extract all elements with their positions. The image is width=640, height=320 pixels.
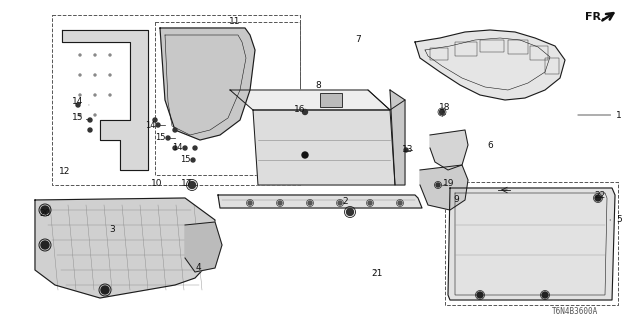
- Polygon shape: [448, 188, 615, 300]
- Bar: [545, 58, 559, 74]
- Circle shape: [109, 74, 111, 76]
- Bar: [455, 42, 477, 56]
- Text: 18: 18: [438, 103, 450, 113]
- Text: 14: 14: [145, 121, 156, 130]
- Text: 2: 2: [342, 197, 348, 206]
- Circle shape: [595, 195, 601, 201]
- Text: 14: 14: [72, 98, 89, 107]
- Text: 4: 4: [195, 263, 201, 273]
- Text: 12: 12: [60, 167, 70, 177]
- Circle shape: [440, 109, 445, 115]
- Polygon shape: [253, 110, 395, 185]
- Circle shape: [308, 201, 312, 205]
- Text: 15: 15: [180, 156, 190, 164]
- Circle shape: [88, 128, 92, 132]
- Circle shape: [302, 152, 308, 158]
- Polygon shape: [160, 28, 255, 140]
- Circle shape: [109, 54, 111, 56]
- Circle shape: [248, 201, 252, 205]
- Circle shape: [94, 114, 96, 116]
- Text: 19: 19: [442, 179, 454, 188]
- Circle shape: [94, 54, 96, 56]
- Text: 17: 17: [181, 179, 193, 188]
- Circle shape: [477, 292, 483, 298]
- Circle shape: [189, 181, 195, 188]
- Circle shape: [368, 201, 372, 205]
- Polygon shape: [415, 30, 565, 100]
- Text: 20: 20: [39, 209, 51, 218]
- Text: T6N4B3600A: T6N4B3600A: [552, 308, 598, 316]
- Text: 1: 1: [578, 110, 622, 119]
- Circle shape: [166, 136, 170, 140]
- Bar: [430, 48, 448, 60]
- Text: 10: 10: [151, 179, 163, 188]
- Circle shape: [173, 128, 177, 132]
- Text: 3: 3: [109, 226, 115, 235]
- Text: 15: 15: [155, 133, 165, 142]
- Polygon shape: [62, 30, 148, 170]
- Circle shape: [79, 94, 81, 96]
- Text: 7: 7: [355, 35, 361, 44]
- Bar: [480, 40, 504, 52]
- Circle shape: [94, 74, 96, 76]
- Circle shape: [278, 201, 282, 205]
- Text: 16: 16: [294, 106, 306, 115]
- Circle shape: [303, 109, 307, 115]
- Polygon shape: [390, 90, 405, 185]
- Circle shape: [346, 209, 353, 215]
- Polygon shape: [35, 198, 215, 298]
- Circle shape: [542, 292, 548, 298]
- Circle shape: [153, 118, 157, 122]
- Circle shape: [79, 54, 81, 56]
- Circle shape: [193, 146, 197, 150]
- Circle shape: [88, 118, 92, 122]
- Circle shape: [79, 74, 81, 76]
- Text: 6: 6: [487, 141, 493, 150]
- Text: 21: 21: [372, 268, 383, 277]
- Circle shape: [183, 146, 187, 150]
- Text: 9: 9: [453, 196, 459, 204]
- Circle shape: [109, 94, 111, 96]
- Circle shape: [94, 94, 96, 96]
- Text: 13: 13: [401, 146, 413, 155]
- Circle shape: [173, 146, 177, 150]
- Polygon shape: [420, 165, 468, 210]
- Circle shape: [76, 103, 80, 107]
- Circle shape: [338, 201, 342, 205]
- Circle shape: [41, 206, 49, 214]
- Circle shape: [41, 241, 49, 249]
- Polygon shape: [230, 90, 390, 110]
- Text: 22: 22: [595, 191, 605, 201]
- Circle shape: [156, 123, 160, 127]
- Polygon shape: [185, 222, 222, 272]
- Circle shape: [191, 158, 195, 162]
- Text: 15: 15: [72, 114, 89, 123]
- Text: 11: 11: [229, 18, 241, 27]
- Polygon shape: [218, 195, 422, 208]
- Circle shape: [398, 201, 402, 205]
- Polygon shape: [430, 130, 468, 170]
- Text: 14: 14: [172, 143, 182, 153]
- Text: FR.: FR.: [585, 12, 605, 22]
- Text: 5: 5: [610, 215, 622, 225]
- Circle shape: [404, 148, 408, 152]
- Bar: [530, 46, 548, 60]
- Bar: [320, 93, 342, 107]
- Circle shape: [101, 286, 109, 294]
- Bar: [508, 40, 528, 54]
- Circle shape: [79, 114, 81, 116]
- Text: 8: 8: [315, 82, 321, 91]
- Circle shape: [436, 183, 440, 187]
